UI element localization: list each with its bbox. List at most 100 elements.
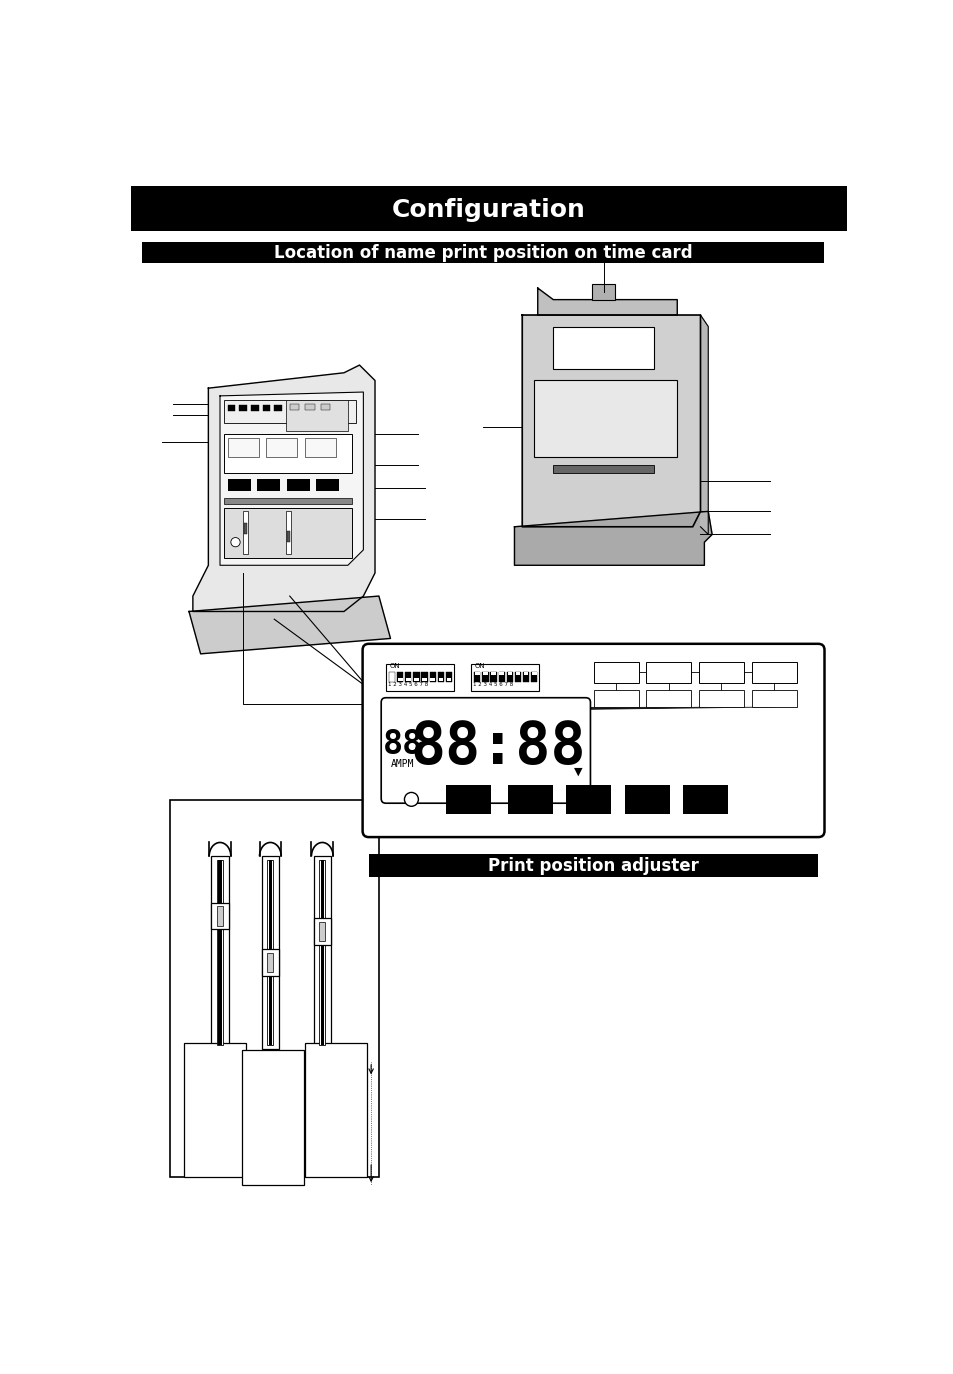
Polygon shape <box>193 365 375 611</box>
Text: Location of name print position on time card: Location of name print position on time … <box>274 245 692 262</box>
Bar <box>516 672 519 675</box>
Bar <box>553 327 654 370</box>
Bar <box>445 672 452 683</box>
Bar <box>305 404 314 409</box>
Bar <box>269 860 272 1046</box>
Text: ▼: ▼ <box>573 767 581 776</box>
Bar <box>438 677 443 680</box>
Bar <box>389 672 395 683</box>
FancyBboxPatch shape <box>362 644 823 837</box>
Bar <box>257 480 280 492</box>
Bar <box>413 672 419 683</box>
Bar <box>261 856 278 1048</box>
Bar <box>314 856 331 1048</box>
Text: 88: 88 <box>382 728 422 761</box>
Bar <box>183 1043 245 1178</box>
Bar <box>228 405 235 411</box>
Bar <box>482 672 487 675</box>
Bar <box>224 400 355 423</box>
Bar <box>131 187 846 231</box>
Bar <box>286 480 310 492</box>
Bar <box>429 672 436 683</box>
Bar <box>267 952 274 971</box>
Text: ON: ON <box>475 662 485 669</box>
Bar <box>369 855 818 877</box>
Bar <box>593 690 638 708</box>
Bar <box>262 405 270 411</box>
Bar <box>406 677 410 680</box>
Bar <box>430 677 435 680</box>
Bar <box>315 480 339 492</box>
Bar <box>490 672 497 683</box>
Text: 88:88: 88:88 <box>410 719 585 775</box>
Text: AMPM: AMPM <box>391 758 415 769</box>
Bar <box>396 672 403 683</box>
Bar <box>251 405 258 411</box>
Bar <box>532 672 536 675</box>
Text: 1 2 3 4 5 6 7 8: 1 2 3 4 5 6 7 8 <box>473 682 513 687</box>
Bar <box>286 530 290 543</box>
Bar <box>491 672 496 675</box>
Polygon shape <box>514 511 711 565</box>
Bar <box>314 918 331 945</box>
Bar <box>414 677 418 680</box>
Bar <box>624 785 669 813</box>
Bar <box>244 523 247 534</box>
Bar <box>290 404 298 409</box>
Bar <box>320 404 330 409</box>
Bar <box>446 785 491 813</box>
Bar <box>305 438 335 458</box>
Text: 1 2 3 4 5 6 7 8: 1 2 3 4 5 6 7 8 <box>388 682 428 687</box>
Bar <box>261 948 278 976</box>
Bar <box>267 860 274 1046</box>
Bar <box>319 922 325 941</box>
Text: Configuration: Configuration <box>392 198 585 223</box>
Bar <box>212 903 229 929</box>
Bar <box>474 672 480 683</box>
Bar <box>405 672 411 683</box>
Bar <box>482 672 488 683</box>
Bar <box>385 664 454 691</box>
Bar <box>699 661 743 683</box>
Polygon shape <box>521 315 700 526</box>
Bar <box>320 860 323 1046</box>
Circle shape <box>231 537 240 547</box>
Bar <box>422 677 427 680</box>
Bar <box>515 672 520 683</box>
Text: ON: ON <box>390 662 400 669</box>
Bar <box>446 677 451 680</box>
Bar <box>566 785 611 813</box>
Bar <box>241 1050 303 1186</box>
Bar <box>266 438 297 458</box>
Bar <box>645 690 691 708</box>
Bar <box>286 400 348 430</box>
Bar <box>699 690 743 708</box>
Bar <box>216 907 223 926</box>
Bar <box>498 672 504 683</box>
Bar <box>243 511 248 554</box>
Bar <box>645 661 691 683</box>
Bar <box>224 507 352 558</box>
Bar <box>170 800 378 1178</box>
FancyBboxPatch shape <box>381 698 590 804</box>
Bar <box>142 242 823 264</box>
Bar <box>531 672 537 683</box>
Polygon shape <box>220 392 363 565</box>
Bar <box>218 860 221 1046</box>
Bar <box>319 860 325 1046</box>
Bar <box>534 381 677 458</box>
Bar <box>475 672 479 675</box>
Polygon shape <box>537 289 677 315</box>
Bar <box>286 511 291 554</box>
Bar <box>421 672 427 683</box>
Bar <box>508 785 553 813</box>
Bar <box>212 856 229 1048</box>
Bar <box>751 690 796 708</box>
Bar <box>751 661 796 683</box>
Bar <box>507 672 512 675</box>
Bar <box>228 480 251 492</box>
Bar <box>437 672 443 683</box>
Bar <box>506 672 513 683</box>
Bar <box>228 438 258 458</box>
Circle shape <box>404 793 418 807</box>
